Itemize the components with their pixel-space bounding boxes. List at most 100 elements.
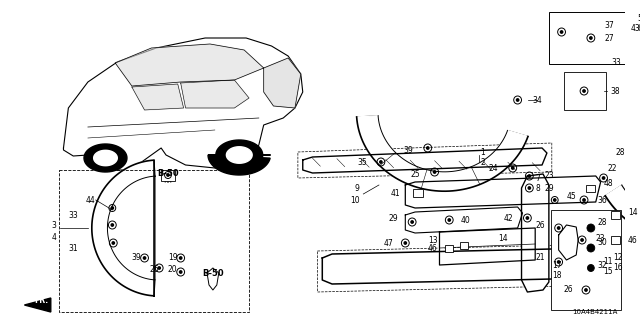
Text: 16: 16: [613, 263, 623, 273]
Polygon shape: [559, 225, 578, 260]
Circle shape: [557, 261, 560, 263]
Text: 18: 18: [552, 270, 561, 279]
Text: 20: 20: [168, 266, 178, 275]
Text: 29: 29: [545, 183, 555, 193]
Text: 26: 26: [535, 220, 545, 229]
Text: 2: 2: [481, 157, 485, 166]
Text: 24: 24: [488, 164, 498, 172]
Polygon shape: [84, 144, 127, 172]
Polygon shape: [24, 298, 51, 312]
Bar: [549, 12, 632, 64]
Bar: [460, 242, 468, 249]
Text: 3: 3: [52, 220, 56, 229]
Circle shape: [516, 99, 519, 101]
Text: 10A4B4211A: 10A4B4211A: [572, 309, 617, 315]
Polygon shape: [63, 38, 303, 170]
Polygon shape: [303, 148, 547, 173]
Circle shape: [179, 271, 182, 273]
Circle shape: [143, 257, 146, 259]
Polygon shape: [438, 228, 535, 265]
Polygon shape: [405, 176, 600, 208]
Text: 28: 28: [598, 218, 607, 227]
Circle shape: [557, 227, 560, 229]
Bar: [611, 211, 620, 219]
Text: 42: 42: [504, 213, 514, 222]
Text: B-50: B-50: [202, 269, 224, 278]
Text: 39: 39: [132, 253, 141, 262]
Text: 30: 30: [598, 237, 607, 246]
Circle shape: [511, 167, 514, 169]
Circle shape: [528, 175, 531, 177]
Circle shape: [602, 177, 605, 179]
Text: 25: 25: [410, 170, 420, 179]
Text: 34: 34: [532, 95, 542, 105]
Circle shape: [167, 174, 169, 176]
Text: 27: 27: [605, 34, 614, 43]
Text: 21: 21: [536, 253, 545, 262]
Circle shape: [634, 64, 636, 66]
Text: 38: 38: [611, 86, 620, 95]
Text: 22: 22: [607, 164, 617, 172]
Circle shape: [528, 187, 531, 189]
Circle shape: [179, 257, 182, 259]
Bar: [161, 170, 175, 180]
Text: 14: 14: [628, 207, 637, 217]
Text: 6: 6: [637, 23, 640, 33]
Text: 33: 33: [68, 211, 78, 220]
Text: B-50: B-50: [157, 169, 179, 178]
Text: 26: 26: [564, 285, 573, 294]
Circle shape: [581, 239, 583, 241]
Polygon shape: [208, 155, 271, 175]
Text: 13: 13: [428, 236, 438, 244]
Text: 10: 10: [350, 196, 360, 204]
Text: 5: 5: [637, 13, 640, 22]
Polygon shape: [405, 207, 522, 233]
Bar: [59, 170, 249, 312]
Bar: [413, 189, 423, 197]
Circle shape: [448, 219, 451, 221]
Text: 46: 46: [628, 236, 637, 244]
Circle shape: [561, 31, 563, 33]
Bar: [445, 244, 453, 252]
Circle shape: [380, 161, 382, 163]
Polygon shape: [92, 160, 155, 296]
Text: FR.: FR.: [34, 296, 48, 305]
Polygon shape: [264, 58, 301, 108]
Text: 11: 11: [604, 258, 613, 267]
Text: 7: 7: [535, 173, 540, 182]
Polygon shape: [323, 248, 600, 284]
Bar: [551, 210, 621, 310]
Text: 9: 9: [355, 183, 360, 193]
Polygon shape: [605, 164, 640, 240]
Circle shape: [526, 217, 529, 219]
Circle shape: [589, 37, 592, 39]
Text: 35: 35: [358, 157, 367, 166]
Circle shape: [111, 224, 113, 226]
Text: 1: 1: [481, 148, 485, 156]
Text: 40: 40: [461, 215, 471, 225]
Text: 47: 47: [384, 238, 394, 247]
Text: 32: 32: [598, 260, 607, 269]
Text: 23: 23: [596, 234, 605, 243]
Bar: [611, 236, 620, 244]
Text: 44: 44: [86, 196, 96, 204]
Text: 8: 8: [535, 183, 540, 193]
Text: 37: 37: [605, 20, 614, 29]
Text: 36: 36: [598, 196, 607, 204]
Text: 29: 29: [389, 213, 399, 222]
Polygon shape: [115, 44, 264, 86]
Circle shape: [588, 265, 595, 271]
Text: 33: 33: [611, 58, 621, 67]
Polygon shape: [93, 150, 117, 166]
Circle shape: [583, 90, 585, 92]
Bar: [586, 185, 595, 191]
Polygon shape: [207, 268, 219, 290]
Circle shape: [111, 207, 113, 209]
Text: 14: 14: [498, 234, 508, 243]
Circle shape: [158, 267, 161, 269]
Circle shape: [587, 244, 595, 252]
Text: 31: 31: [68, 244, 78, 252]
Circle shape: [587, 224, 595, 232]
Text: 46: 46: [428, 244, 438, 252]
Polygon shape: [522, 174, 549, 292]
